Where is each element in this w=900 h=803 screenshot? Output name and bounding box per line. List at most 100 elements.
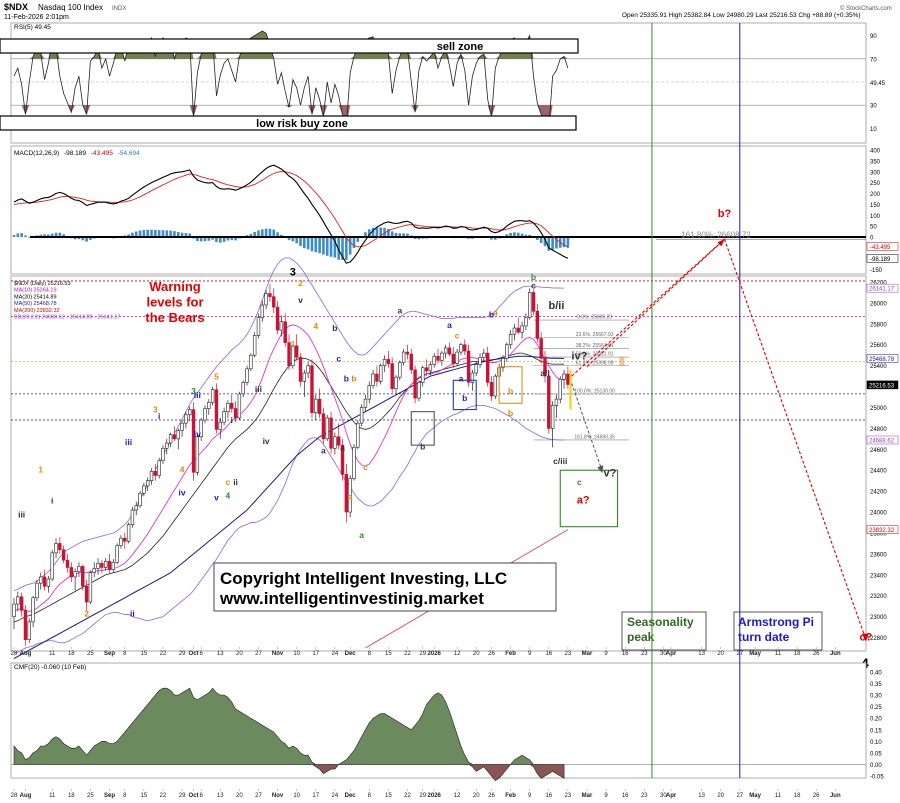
- x-tick-label: 20: [473, 793, 480, 799]
- cmf-panel: CMF(20) -0.060 (10 Feb) 0.40 0.35 0.30 0.25…: [10, 662, 884, 781]
- x-tick-label: 22: [160, 651, 167, 657]
- macd-histogram-bar: [383, 227, 386, 237]
- wave-label: a: [359, 530, 364, 540]
- x-tick-label: Sep: [104, 793, 115, 799]
- x-tick-label: 22: [160, 793, 167, 799]
- macd-histogram-bar: [196, 237, 199, 242]
- x-tick-label: Dec: [345, 651, 357, 657]
- candle-up: [279, 321, 284, 331]
- macd-histogram-bar: [539, 237, 543, 244]
- macd-histogram-bar: [157, 230, 161, 237]
- x-tick-label: 10: [293, 793, 300, 799]
- price-tick-label: 24800: [870, 427, 887, 433]
- x-tick-label: 20: [236, 793, 243, 799]
- x-tick-label: Dec: [345, 793, 357, 799]
- candle-down: [61, 549, 66, 561]
- x-tick-label: Jun: [830, 793, 841, 799]
- macd-tick-label: 350: [870, 159, 881, 165]
- x-tick-label: 13: [217, 793, 224, 799]
- macd-tick-label: 50: [870, 225, 877, 231]
- macd-histogram-bar: [356, 237, 360, 242]
- candle-up: [222, 411, 226, 423]
- macd-histogram-bar: [276, 232, 279, 237]
- x-tick-label: 9: [528, 651, 532, 657]
- x-tick-label: 8: [123, 793, 127, 799]
- macd-histogram-bar: [215, 237, 218, 243]
- candle-up: [401, 351, 406, 363]
- macd-histogram-bar: [303, 237, 306, 249]
- price-tag: 26141.17: [869, 287, 895, 293]
- x-tick-label: 13: [217, 651, 224, 657]
- x-tick-label: 6: [200, 651, 204, 657]
- candle-up: [16, 596, 20, 605]
- macd-histogram-bar: [513, 232, 516, 237]
- wave-label: ii: [130, 609, 135, 619]
- candle-up: [176, 430, 180, 440]
- price-tag: 25468.78: [869, 357, 895, 363]
- x-tick-label: 22: [404, 793, 411, 799]
- macd-histogram-bar: [20, 233, 23, 237]
- candle-down: [539, 338, 543, 359]
- macd-histogram-bar: [509, 232, 512, 237]
- macd-histogram-bar: [520, 233, 524, 237]
- macd-histogram-bar: [318, 237, 321, 254]
- bollinger-upper: [13, 257, 565, 591]
- macd-histogram-bar: [337, 237, 340, 260]
- candle-up: [103, 560, 108, 568]
- candle-up: [291, 345, 295, 366]
- candle-down: [272, 296, 276, 308]
- candle-up: [130, 509, 135, 525]
- candle-down: [466, 350, 471, 383]
- x-tick-label: Apr: [666, 651, 677, 657]
- macd-histogram-bar: [230, 237, 234, 241]
- macd-histogram-bar: [345, 237, 348, 260]
- price-tag-box: [866, 283, 899, 293]
- price-legend-item: BB(20,2.0) 24688.62 - 25414.89 - 26141.1…: [14, 315, 120, 321]
- price-tag-box: [866, 525, 899, 534]
- candle-down: [214, 389, 219, 430]
- x-tick-label: 27: [255, 793, 262, 799]
- candle-down: [531, 292, 536, 312]
- x-tick-label: 23: [565, 651, 572, 657]
- candle-up: [50, 552, 54, 580]
- macd-histogram-bar: [207, 237, 211, 241]
- wave-label: i: [51, 496, 53, 506]
- wave-label: a?: [577, 495, 590, 507]
- x-tick-label: 26: [488, 793, 495, 799]
- x-tick-label: 26: [813, 793, 820, 799]
- candle-up: [314, 398, 318, 414]
- candle-up: [562, 373, 566, 380]
- x-tick-label: May: [749, 651, 761, 657]
- macd-histogram-bar: [127, 234, 130, 237]
- candle-up: [474, 364, 478, 374]
- x-tick-label: 12: [454, 793, 461, 799]
- x-tick-label: 27: [255, 651, 262, 657]
- sell-zone-box: [0, 38, 579, 54]
- rsi-tick-label: 70: [870, 57, 877, 63]
- macd-histogram-bar: [306, 237, 310, 250]
- price-tick-label: 25000: [870, 406, 887, 412]
- macd-histogram-bar: [180, 232, 184, 237]
- wave-label: i: [231, 415, 233, 425]
- macd-histogram-bar: [73, 237, 77, 240]
- candle-down: [107, 560, 112, 570]
- wave-label: a: [493, 307, 498, 317]
- macd-histogram-bar: [199, 237, 203, 242]
- candle-down: [336, 436, 341, 446]
- wave-label: c: [455, 330, 460, 340]
- macd-line-tag-box: [866, 254, 899, 263]
- x-tick-label: 11: [49, 651, 56, 657]
- ma50-line: [13, 355, 565, 659]
- candle-down: [386, 359, 391, 364]
- wave-label: v: [298, 295, 303, 305]
- macd-histogram-bar: [494, 237, 497, 240]
- candle-up: [119, 537, 123, 546]
- price-tag: 23832.32: [869, 528, 895, 534]
- macd-histogram-bar: [329, 237, 333, 257]
- candle-down: [123, 537, 127, 542]
- macd-tick-label: 250: [870, 181, 881, 187]
- macd-histogram-bar: [257, 230, 260, 237]
- candle-up: [260, 304, 264, 318]
- x-tick-label: Aug: [20, 651, 32, 657]
